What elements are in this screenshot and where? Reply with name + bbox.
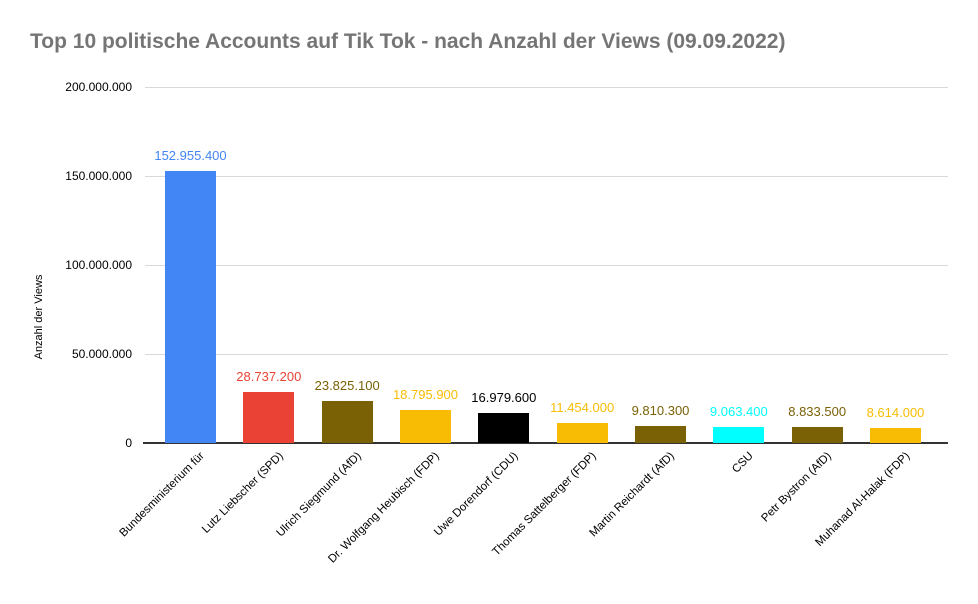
bar	[635, 425, 686, 443]
bar	[165, 170, 216, 443]
bar	[713, 426, 765, 443]
bar-value-label: 18.795.900	[392, 386, 459, 402]
x-category-label: Ulrich Siegmund (AfD)	[274, 450, 364, 540]
x-category-label: Bundesministerium für	[117, 450, 207, 540]
bar-value-label: 16.979.600	[471, 389, 537, 405]
x-category-label: Martin Reichardt (AfD)	[587, 450, 677, 540]
bar-value-label: 152.955.400	[154, 147, 227, 163]
gridline	[145, 265, 948, 266]
y-tick-label: 200.000.000	[65, 80, 132, 94]
x-category-label: Petr Bystron (AfD)	[759, 450, 834, 525]
y-tick-label: 150.000.000	[65, 169, 132, 183]
gridline	[145, 87, 948, 88]
bar-value-label: 8.833.500	[788, 404, 847, 420]
bar	[870, 427, 921, 443]
bar-value-label: 11.454.000	[550, 399, 615, 415]
x-category-label: CSU	[729, 450, 756, 476]
bar	[556, 422, 608, 443]
x-category-label: Lutz Liebscher (SPD)	[199, 450, 286, 536]
y-tick-label: 50.000.000	[71, 347, 132, 361]
bar-value-label: 28.737.200	[236, 368, 302, 384]
bar	[243, 391, 295, 443]
bar	[791, 427, 843, 443]
bar	[400, 409, 451, 443]
bar-value-label: 9.063.400	[709, 403, 768, 419]
bar-value-label: 23.825.100	[314, 377, 380, 393]
bar	[478, 412, 530, 443]
y-tick-label: 0	[125, 436, 132, 450]
bar	[321, 400, 373, 443]
gridline	[145, 176, 948, 177]
chart-title: Top 10 politische Accounts auf Tik Tok -…	[30, 30, 786, 53]
x-axis-baseline	[143, 442, 948, 444]
y-tick-label: 100.000.000	[65, 258, 132, 272]
x-category-label: Uwe Dorendorf (CDU)	[431, 450, 521, 539]
x-category-label: Muhanad Al-Halak (FDP)	[813, 450, 912, 549]
bar-value-label: 8.614.000	[866, 404, 925, 420]
gridline	[145, 354, 948, 355]
bar-value-label: 9.810.300	[631, 402, 690, 418]
